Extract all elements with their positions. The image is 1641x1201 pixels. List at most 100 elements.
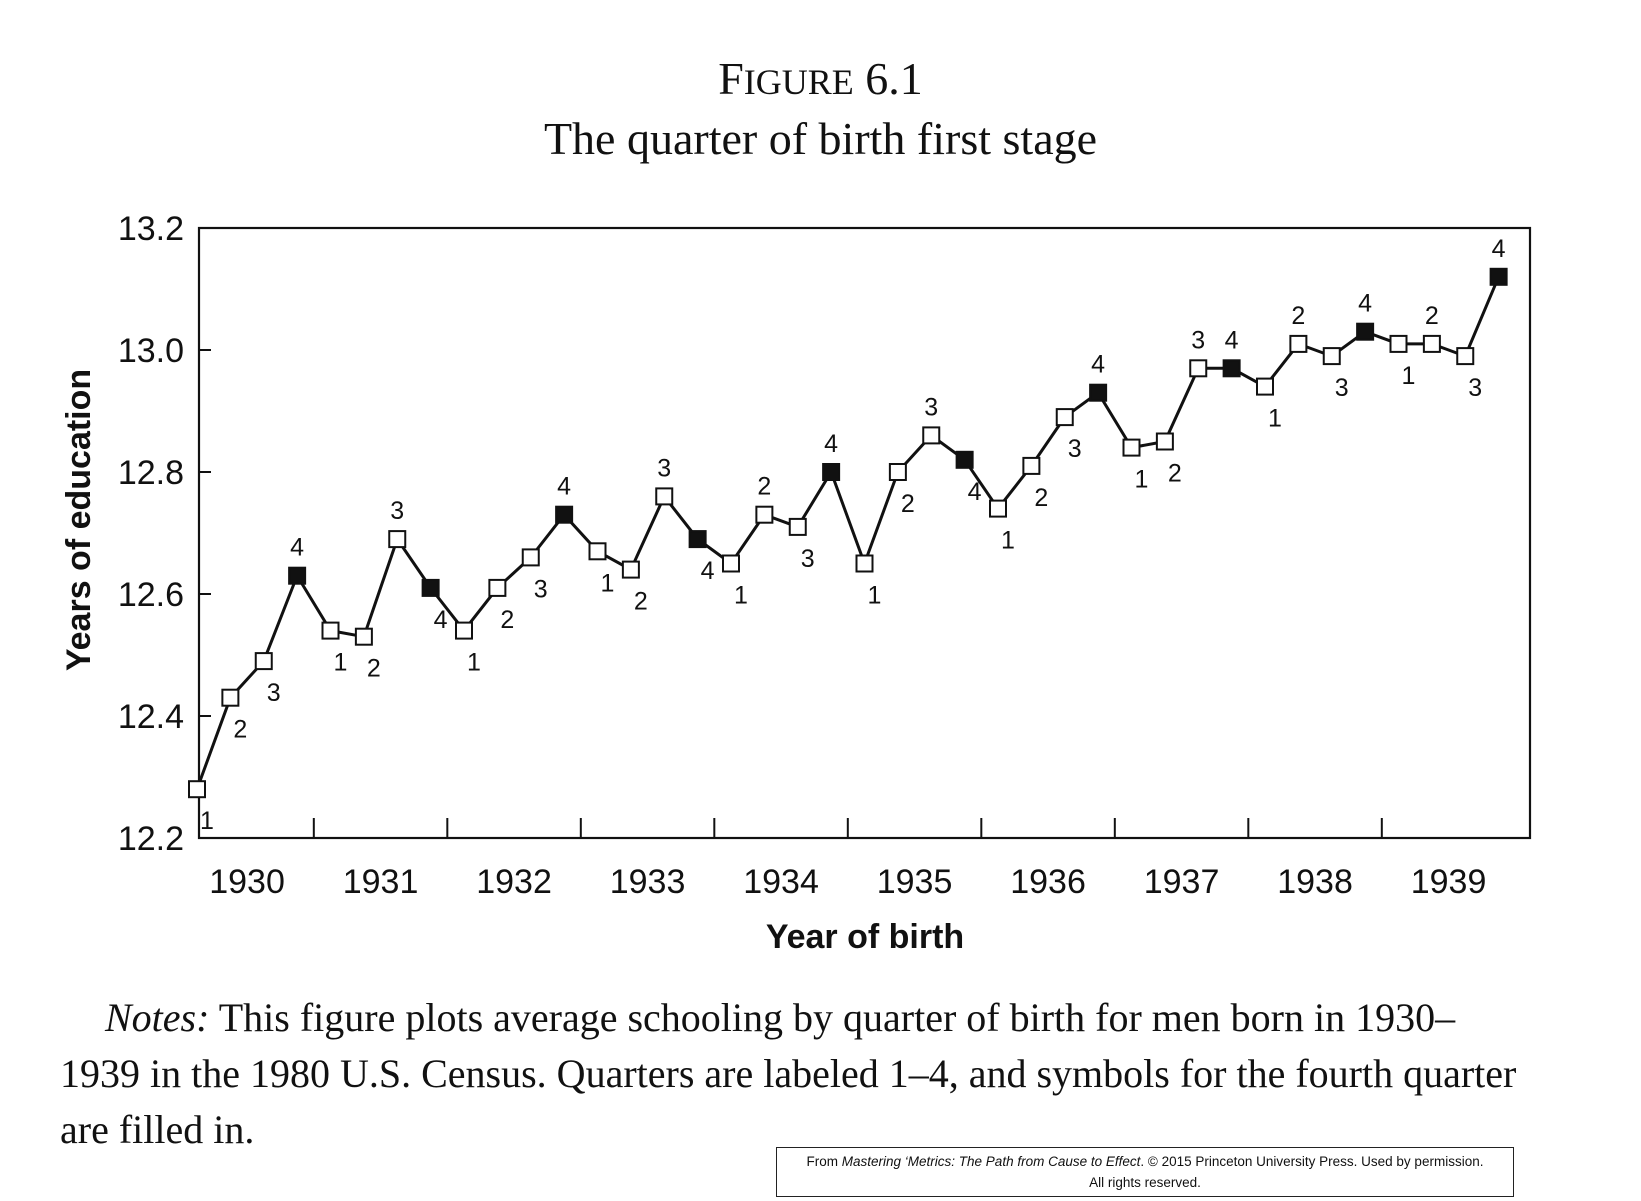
- marker-q4-filled: [1222, 359, 1241, 378]
- marker-open: [354, 627, 373, 646]
- marker-open: [1189, 359, 1208, 378]
- quarter-label: 4: [1091, 351, 1105, 379]
- y-axis: 12.2 12.4 12.6 12.8 13.0 13.2: [118, 210, 211, 858]
- y-tick-label: 13.0: [118, 332, 184, 370]
- quarter-label: 4: [557, 473, 571, 501]
- marker-open: [888, 463, 907, 481]
- figure-label-initial: F: [718, 53, 744, 104]
- figure-notes: Notes: This figure plots average schooli…: [60, 990, 1530, 1158]
- quarter-label: 4: [968, 478, 982, 506]
- quarter-label: 1: [734, 582, 748, 610]
- quarter-label: 3: [924, 393, 938, 421]
- credit-suffix: . © 2015 Princeton University Press. Use…: [1140, 1154, 1484, 1169]
- marker-open: [722, 554, 740, 573]
- y-tick-label: 12.2: [118, 820, 184, 858]
- marker-open: [1055, 408, 1074, 427]
- y-axis-title: Years of education: [60, 369, 98, 671]
- marker-q4-filled: [555, 505, 574, 524]
- marker-open: [788, 517, 807, 536]
- marker-open: [922, 426, 941, 445]
- y-tick-label: 12.4: [118, 698, 184, 736]
- x-tick-label: 1937: [1144, 863, 1220, 901]
- marker-open: [655, 487, 674, 506]
- marker-q4-filled: [1356, 322, 1375, 341]
- y-tick-label: 13.2: [118, 210, 184, 248]
- plot-frame: [197, 226, 1532, 840]
- quarter-label: 2: [901, 490, 915, 518]
- quarter-label: 4: [1358, 290, 1372, 318]
- marker-open: [1122, 438, 1141, 457]
- x-tick-label: 1932: [476, 863, 552, 901]
- marker-q4-filled: [955, 450, 974, 469]
- quarter-label: 4: [701, 557, 715, 585]
- figure-label-number: 6.1: [853, 53, 923, 104]
- marker-open: [989, 499, 1007, 518]
- x-axis: 1930 1931 1932 1933 1934 1935 1936 1937 1938 1939: [209, 818, 1486, 901]
- figure-header: FIGURE 6.1 The quarter of birth first st…: [0, 52, 1641, 167]
- quarter-label: 1: [467, 649, 481, 677]
- y-tick-label: 12.8: [118, 454, 184, 492]
- notes-text: This figure plots average schooling by q…: [60, 995, 1517, 1152]
- quarter-label: 4: [1492, 235, 1506, 263]
- credit-box: From Mastering ‘Metrics: The Path from C…: [776, 1147, 1514, 1197]
- quarter-label: 2: [233, 716, 247, 744]
- marker-open: [855, 554, 874, 573]
- credit-line-2: All rights reserved.: [1089, 1175, 1201, 1190]
- quarter-label: 3: [390, 497, 404, 525]
- marker-q4-filled: [822, 463, 841, 481]
- quarter-label: 4: [434, 606, 448, 634]
- marker-q4-filled: [688, 530, 707, 549]
- quarter-label: 3: [1335, 374, 1349, 402]
- marker-open: [455, 621, 473, 640]
- marker-open: [755, 505, 774, 524]
- quarter-label: 1: [200, 807, 214, 835]
- marker-open: [588, 542, 607, 561]
- marker-open: [1155, 432, 1174, 451]
- quarter-label: 3: [267, 679, 281, 707]
- quarter-label: 4: [1225, 326, 1239, 354]
- quarter-label: 2: [757, 473, 771, 501]
- figure-label: FIGURE 6.1: [0, 52, 1641, 109]
- series-line: [195, 276, 1501, 790]
- quarter-label: 2: [1291, 302, 1305, 330]
- marker-open: [1022, 456, 1041, 475]
- quarter-label: 3: [534, 575, 548, 603]
- marker-open: [188, 780, 206, 799]
- quarter-label: 1: [1268, 405, 1282, 433]
- marker-open: [221, 688, 240, 707]
- quarter-label: 4: [290, 534, 304, 562]
- quarter-label: 3: [1068, 435, 1082, 463]
- marker-open: [1389, 334, 1408, 353]
- quarter-label: 1: [868, 582, 882, 610]
- data-markers: [188, 267, 1508, 799]
- marker-open: [1289, 334, 1308, 353]
- credit-prefix: From: [806, 1154, 842, 1169]
- x-tick-label: 1938: [1277, 863, 1353, 901]
- marker-open: [1456, 347, 1475, 366]
- credit-book-title: Mastering ‘Metrics: The Path from Cause …: [841, 1154, 1141, 1169]
- x-tick-label: 1930: [209, 863, 285, 901]
- marker-open: [388, 530, 407, 549]
- marker-open: [621, 560, 640, 579]
- x-tick-label: 1939: [1411, 863, 1487, 901]
- marker-open: [254, 652, 273, 671]
- marker-q4-filled: [1489, 267, 1508, 286]
- notes-label: Notes:: [105, 995, 210, 1040]
- x-tick-label: 1935: [877, 863, 953, 901]
- y-tick-label: 12.6: [118, 576, 184, 614]
- quarter-label: 2: [1034, 484, 1048, 512]
- x-tick-label: 1933: [610, 863, 686, 901]
- marker-open: [488, 578, 507, 597]
- quarter-label: 4: [824, 430, 838, 458]
- quarter-label: 1: [334, 649, 348, 677]
- line-chart: 12.212.412.612.813.013.2 1930 1931 1932 193…: [60, 210, 1532, 956]
- x-axis-title: Year of birth: [766, 918, 964, 956]
- quarter-label: 3: [801, 545, 815, 573]
- quarter-label: 1: [1001, 527, 1015, 555]
- quarter-label: 2: [1168, 460, 1182, 488]
- quarter-label: 2: [634, 588, 648, 616]
- credit-line-1: From Mastering ‘Metrics: The Path from C…: [777, 1151, 1513, 1172]
- quarter-label: 1: [1135, 466, 1149, 494]
- quarter-label: 1: [601, 569, 615, 597]
